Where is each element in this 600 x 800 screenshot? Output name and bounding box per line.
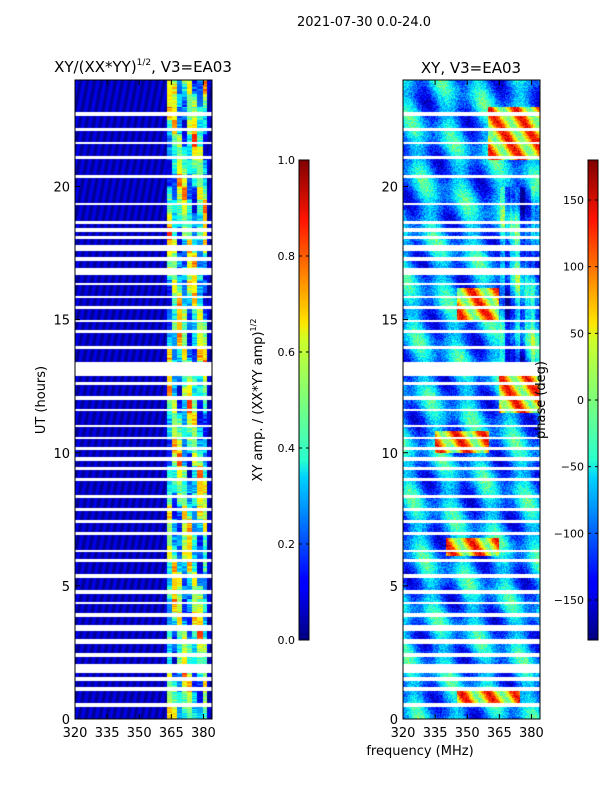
amp-panel-title: XY/(XX*YY)1/2, V3=EA03 [54,58,232,76]
amp-colorbar-ticks: 0.0 0.2 0.4 0.6 0.8 1.0 [278,154,309,647]
amp-colorbar-tick-label: 1.0 [278,154,296,167]
amp-ytick-label: 0 [62,713,70,728]
amp-ytick-label: 10 [53,447,70,462]
amp-cbar-label-sup: 1/2 [249,319,258,332]
amp-ytick-label: 20 [53,181,70,196]
phase-xtick-label: 365 [487,726,512,741]
amp-cbar-label-base: XY amp. / (XX*YY amp) [251,331,266,481]
amp-colorbar-label: XY amp. / (XX*YY amp)1/2 [249,319,266,482]
suptitle: 2021-07-30 0.0-24.0 [297,15,431,30]
amp-yticks: 0 5 10 15 20 [53,181,80,728]
phase-colorbar-tick-label: 0 [577,394,584,407]
amp-heatmap [75,80,212,719]
phase-xtick-label: 335 [423,726,448,741]
amp-colorbar: 0.0 0.2 0.4 0.6 0.8 1.0 XY amp. / (XX*YY amp)… [249,154,310,647]
amp-colorbar-tick-label: 0.8 [278,250,296,263]
phase-yticks: 0 5 10 15 20 [381,181,408,728]
amp-colorbar-tick-label: 0.0 [278,634,296,647]
amp-colorbar-bar [298,159,310,641]
phase-ytick-label: 5 [390,580,398,595]
amp-title-sup: 1/2 [137,58,151,68]
amp-title-suffix: , V3=EA03 [151,58,232,76]
phase-colorbar-tick-label: 50 [570,327,584,340]
shared-xlabel: frequency (MHz) [366,744,473,759]
amp-xtick-label: 380 [191,726,216,741]
phase-ytick-label: 15 [381,314,398,329]
amp-ytick-label: 5 [62,580,70,595]
phase-xticks: 320 335 350 365 380 [391,80,544,741]
phase-colorbar-tick-label: −50 [561,461,584,474]
phase-ytick-label: 10 [381,447,398,462]
phase-xtick-label: 350 [455,726,480,741]
phase-colorbar-tick-label: 150 [563,194,584,207]
phase-xtick-label: 380 [519,726,544,741]
phase-panel-title: XY, V3=EA03 [421,59,521,77]
amp-colorbar-tick-label: 0.2 [278,538,296,551]
amp-ylabel: UT (hours) [34,366,49,434]
amp-axes-frame [74,79,213,720]
phase-colorbar: 150 100 50 0 −50 −100 −150 phase (deg) [534,159,599,641]
phase-colorbar-ticks: 150 100 50 0 −50 −100 −150 [554,194,598,607]
amp-xtick-label: 350 [127,726,152,741]
phase-heatmap [403,80,540,719]
phase-colorbar-label: phase (deg) [534,361,549,439]
phase-xtick-label: 320 [391,726,416,741]
amp-xtick-label: 335 [95,726,120,741]
amp-xtick-label: 320 [63,726,88,741]
phase-colorbar-tick-label: −100 [554,527,584,540]
amp-ytick-label: 15 [53,314,70,329]
phase-colorbar-tick-label: −150 [554,594,584,607]
phase-colorbar-tick-label: 100 [563,261,584,274]
amp-colorbar-tick-label: 0.6 [278,346,296,359]
amp-colorbar-tick-label: 0.4 [278,442,296,455]
phase-ytick-label: 0 [390,713,398,728]
phase-panel: XY, V3=EA03 320 335 350 365 380 0 5 10 15 20 [381,59,543,741]
amp-xticks: 320 335 350 365 380 [63,80,216,741]
amp-title-base: XY/(XX*YY) [54,58,137,76]
amp-xtick-label: 365 [159,726,184,741]
amp-panel: XY/(XX*YY)1/2, V3=EA03 320 335 350 365 380 0… [34,58,232,741]
phase-ytick-label: 20 [381,181,398,196]
phase-axes-frame [402,79,541,720]
